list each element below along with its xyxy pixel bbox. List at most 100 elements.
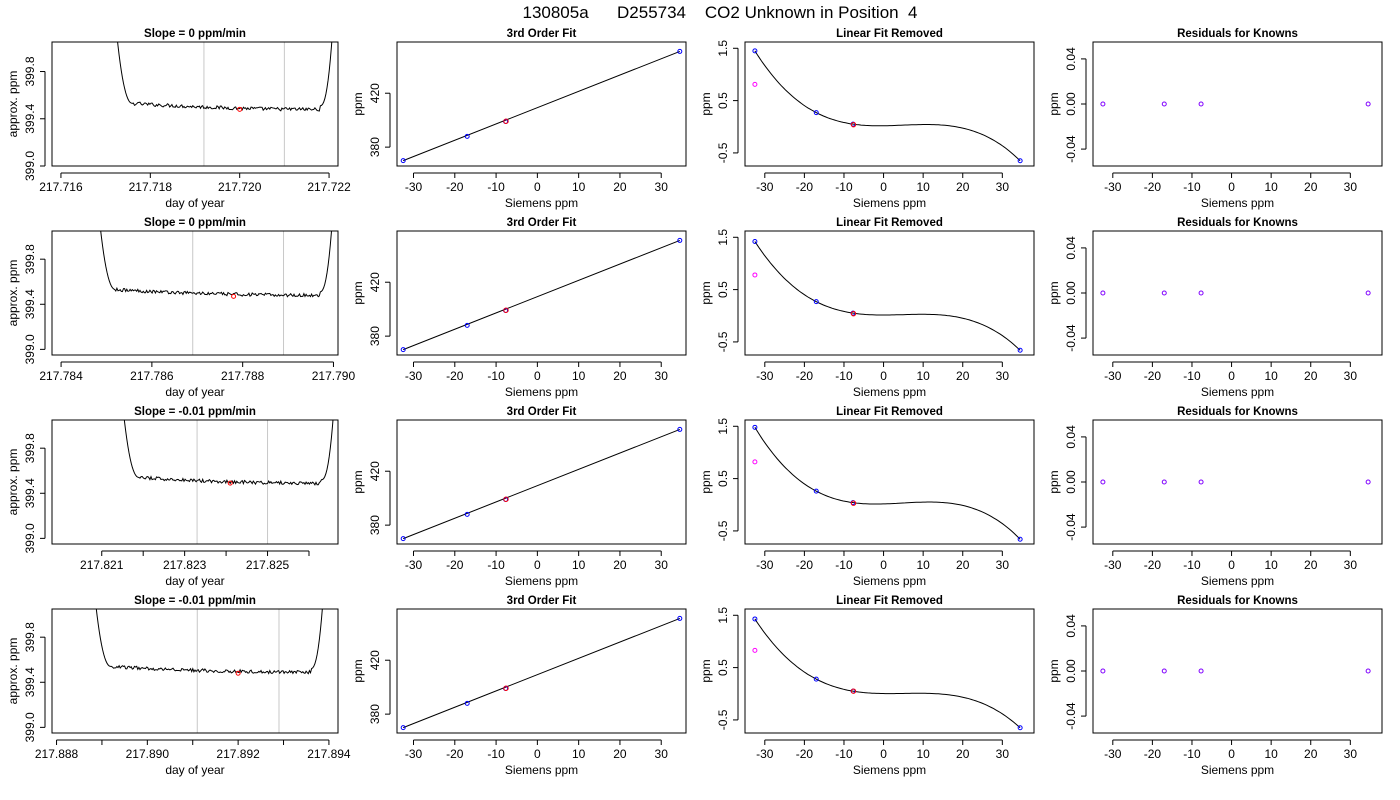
panel-r0c2: Linear Fit Removed -30 -20 -10 0 10 20 30 Siemen… — [699, 28, 1035, 210]
panel-title: Slope = 0 ppm/min — [144, 217, 246, 229]
x-tick-label: 30 — [996, 747, 1010, 761]
panel-r1c1: 3rd Order Fit -30 -20 -10 0 10 20 30 Siemens ppm… — [351, 217, 687, 399]
axes-box — [396, 608, 687, 734]
x-axis-label: day of year — [165, 385, 224, 399]
panel-r3c3: Residuals for Knowns -30 -20 -10 0 10 20 30 Siem… — [1047, 595, 1383, 777]
residual-point — [1198, 101, 1204, 107]
secondary-point — [752, 272, 758, 278]
x-tick-label: 30 — [996, 180, 1010, 194]
known-point — [752, 616, 758, 622]
x-tick-label: 10 — [916, 558, 930, 572]
cubic-fit-curve — [754, 427, 1021, 540]
x-tick-label: 10 — [1264, 747, 1278, 761]
x-tick-label: 0 — [534, 369, 541, 383]
x-tick-label: -10 — [835, 747, 853, 761]
x-tick-label: 30 — [655, 558, 669, 572]
figure-title: 130805a D255734 CO2 Unknown in Position … — [522, 3, 917, 22]
y-tick-label: 420 — [368, 272, 382, 292]
x-tick-label: -10 — [487, 180, 505, 194]
x-tick-label: -10 — [1183, 747, 1201, 761]
x-tick-label: -30 — [756, 180, 774, 194]
x-tick-label: 0 — [880, 558, 887, 572]
known-point — [677, 237, 683, 243]
y-tick-label: 0.00 — [1064, 92, 1078, 116]
x-tick-label: 217.790 — [312, 369, 356, 383]
y-tick-label: 399.4 — [23, 478, 37, 508]
x-tick-label: 30 — [1344, 558, 1358, 572]
plot-area — [117, 42, 333, 166]
residual-point — [1365, 101, 1371, 107]
x-tick-label: 217.784 — [39, 369, 83, 383]
panel-r3c0: Slope = -0.01 ppm/min 217.888 217.890 217.8… — [6, 595, 351, 777]
time-series-trace — [117, 42, 333, 112]
known-point — [813, 299, 819, 305]
panel-r2c1: 3rd Order Fit -30 -20 -10 0 10 20 30 Siemens ppm… — [351, 406, 687, 588]
x-tick-label: 20 — [956, 558, 970, 572]
x-tick-label: -10 — [487, 558, 505, 572]
plot-area — [400, 48, 683, 164]
x-tick-label: 30 — [655, 747, 669, 761]
plot-area — [95, 609, 323, 733]
unknown-point — [503, 685, 509, 691]
x-tick-label: 0 — [880, 180, 887, 194]
x-tick-label: 0 — [1228, 558, 1235, 572]
axes-box — [396, 41, 687, 167]
x-axis-label: Siemens ppm — [1201, 763, 1274, 777]
x-tick-label: -20 — [446, 180, 464, 194]
panel-title: 3rd Order Fit — [507, 28, 577, 40]
unknown-point — [850, 688, 857, 694]
unknown-point — [231, 293, 237, 299]
x-tick-label: -20 — [446, 369, 464, 383]
panel-title: Linear Fit Removed — [836, 595, 943, 607]
unknown-point — [227, 480, 233, 486]
residual-point — [1100, 479, 1106, 485]
x-tick-label: -20 — [1144, 747, 1162, 761]
y-tick-label: 0.04 — [1064, 614, 1078, 638]
y-tick-label: 399.4 — [23, 103, 37, 133]
x-tick-label: -30 — [405, 180, 423, 194]
residual-point — [1100, 668, 1106, 674]
x-tick-label: -20 — [1144, 558, 1162, 572]
x-tick-label: 10 — [1264, 180, 1278, 194]
axes-box — [744, 608, 1035, 734]
unknown-point — [237, 106, 243, 112]
residual-point — [1198, 290, 1204, 296]
x-tick-label: -30 — [405, 369, 423, 383]
y-tick-label: 399.8 — [23, 433, 37, 463]
x-tick-label: 30 — [655, 369, 669, 383]
fit-line — [403, 617, 680, 729]
time-series-trace — [123, 420, 334, 486]
x-tick-label: 0 — [1228, 369, 1235, 383]
panel-grid: Slope = 0 ppm/min 217.716 217.718 217.720 21… — [6, 28, 1383, 777]
y-tick-label: -0.5 — [716, 520, 730, 541]
y-tick-label: 0.5 — [716, 659, 730, 676]
y-tick-label: 1.5 — [716, 607, 730, 624]
known-point — [752, 424, 758, 430]
plot-area — [752, 424, 1023, 542]
known-point — [464, 511, 470, 517]
y-axis-label: approx. ppm — [6, 638, 20, 705]
plot-area — [400, 426, 683, 542]
known-point — [677, 615, 683, 621]
x-tick-label: 217.821 — [80, 558, 124, 572]
y-tick-label: 399.0 — [23, 523, 37, 553]
x-tick-label: 20 — [1304, 558, 1318, 572]
known-point — [752, 48, 758, 54]
y-axis-label: ppm — [1047, 470, 1061, 493]
known-point — [677, 426, 683, 432]
panel-title: 3rd Order Fit — [507, 217, 577, 229]
y-tick-label: 380 — [368, 515, 382, 535]
unknown-point — [850, 121, 857, 128]
residual-point — [1198, 668, 1204, 674]
residual-point — [1161, 101, 1167, 107]
y-tick-label: -0.04 — [1064, 324, 1078, 352]
secondary-point — [752, 647, 758, 653]
x-tick-label: -30 — [756, 558, 774, 572]
axes-box — [744, 41, 1035, 167]
y-tick-label: -0.04 — [1064, 702, 1078, 730]
y-tick-label: 399.8 — [23, 56, 37, 86]
panel-title: Slope = -0.01 ppm/min — [134, 406, 256, 418]
unknown-point — [235, 670, 241, 676]
x-axis-label: Siemens ppm — [1201, 574, 1274, 588]
x-tick-label: 20 — [1304, 180, 1318, 194]
